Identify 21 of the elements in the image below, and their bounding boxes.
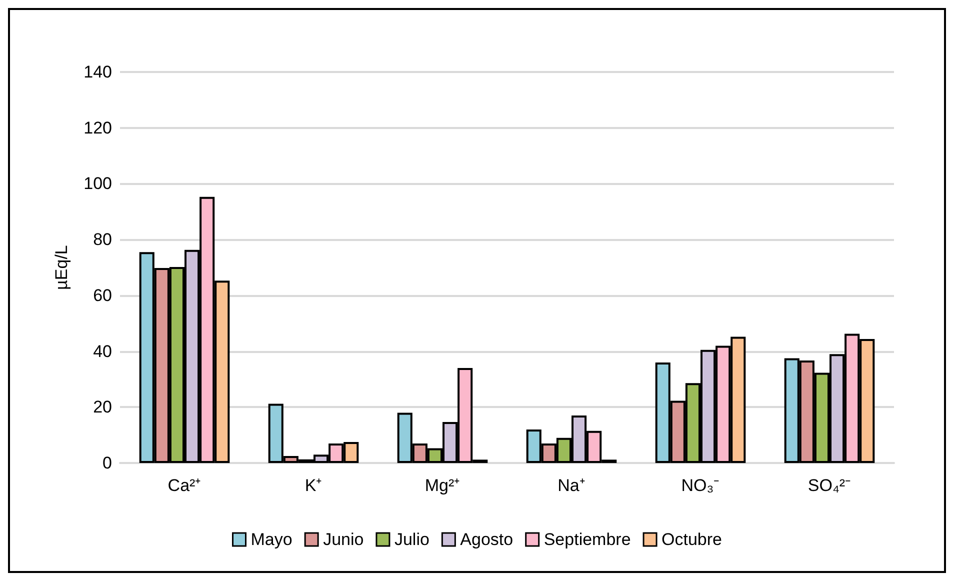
legend-label: Septiembre (544, 530, 631, 549)
y-tick-label: 100 (84, 174, 112, 194)
y-tick-label: 120 (84, 118, 112, 138)
y-tick-label: 40 (93, 342, 112, 361)
legend-label: Junio (323, 530, 364, 549)
legend-label: Octubre (662, 530, 722, 549)
y-axis-title: µEq/L (52, 245, 71, 290)
y-tick-label: 140 (84, 62, 112, 82)
x-tick-label: SO₄²⁻ (808, 476, 852, 495)
y-tick-label: 20 (93, 398, 112, 417)
legend-label: Mayo (250, 530, 292, 549)
x-tick-label: Mg²⁺ (424, 476, 460, 495)
legend-label: Julio (394, 530, 430, 549)
y-tick-label: 60 (93, 286, 112, 305)
x-tick-label: Ca²⁺ (168, 476, 202, 495)
x-tick-label: Na⁺ (558, 476, 586, 495)
y-tick-label: 0 (102, 454, 112, 472)
legend-label: Agosto (460, 530, 514, 549)
y-tick-label: 80 (93, 230, 112, 250)
x-tick-label: NO₃⁻ (681, 476, 720, 495)
x-tick-label: K⁺ (304, 476, 322, 495)
